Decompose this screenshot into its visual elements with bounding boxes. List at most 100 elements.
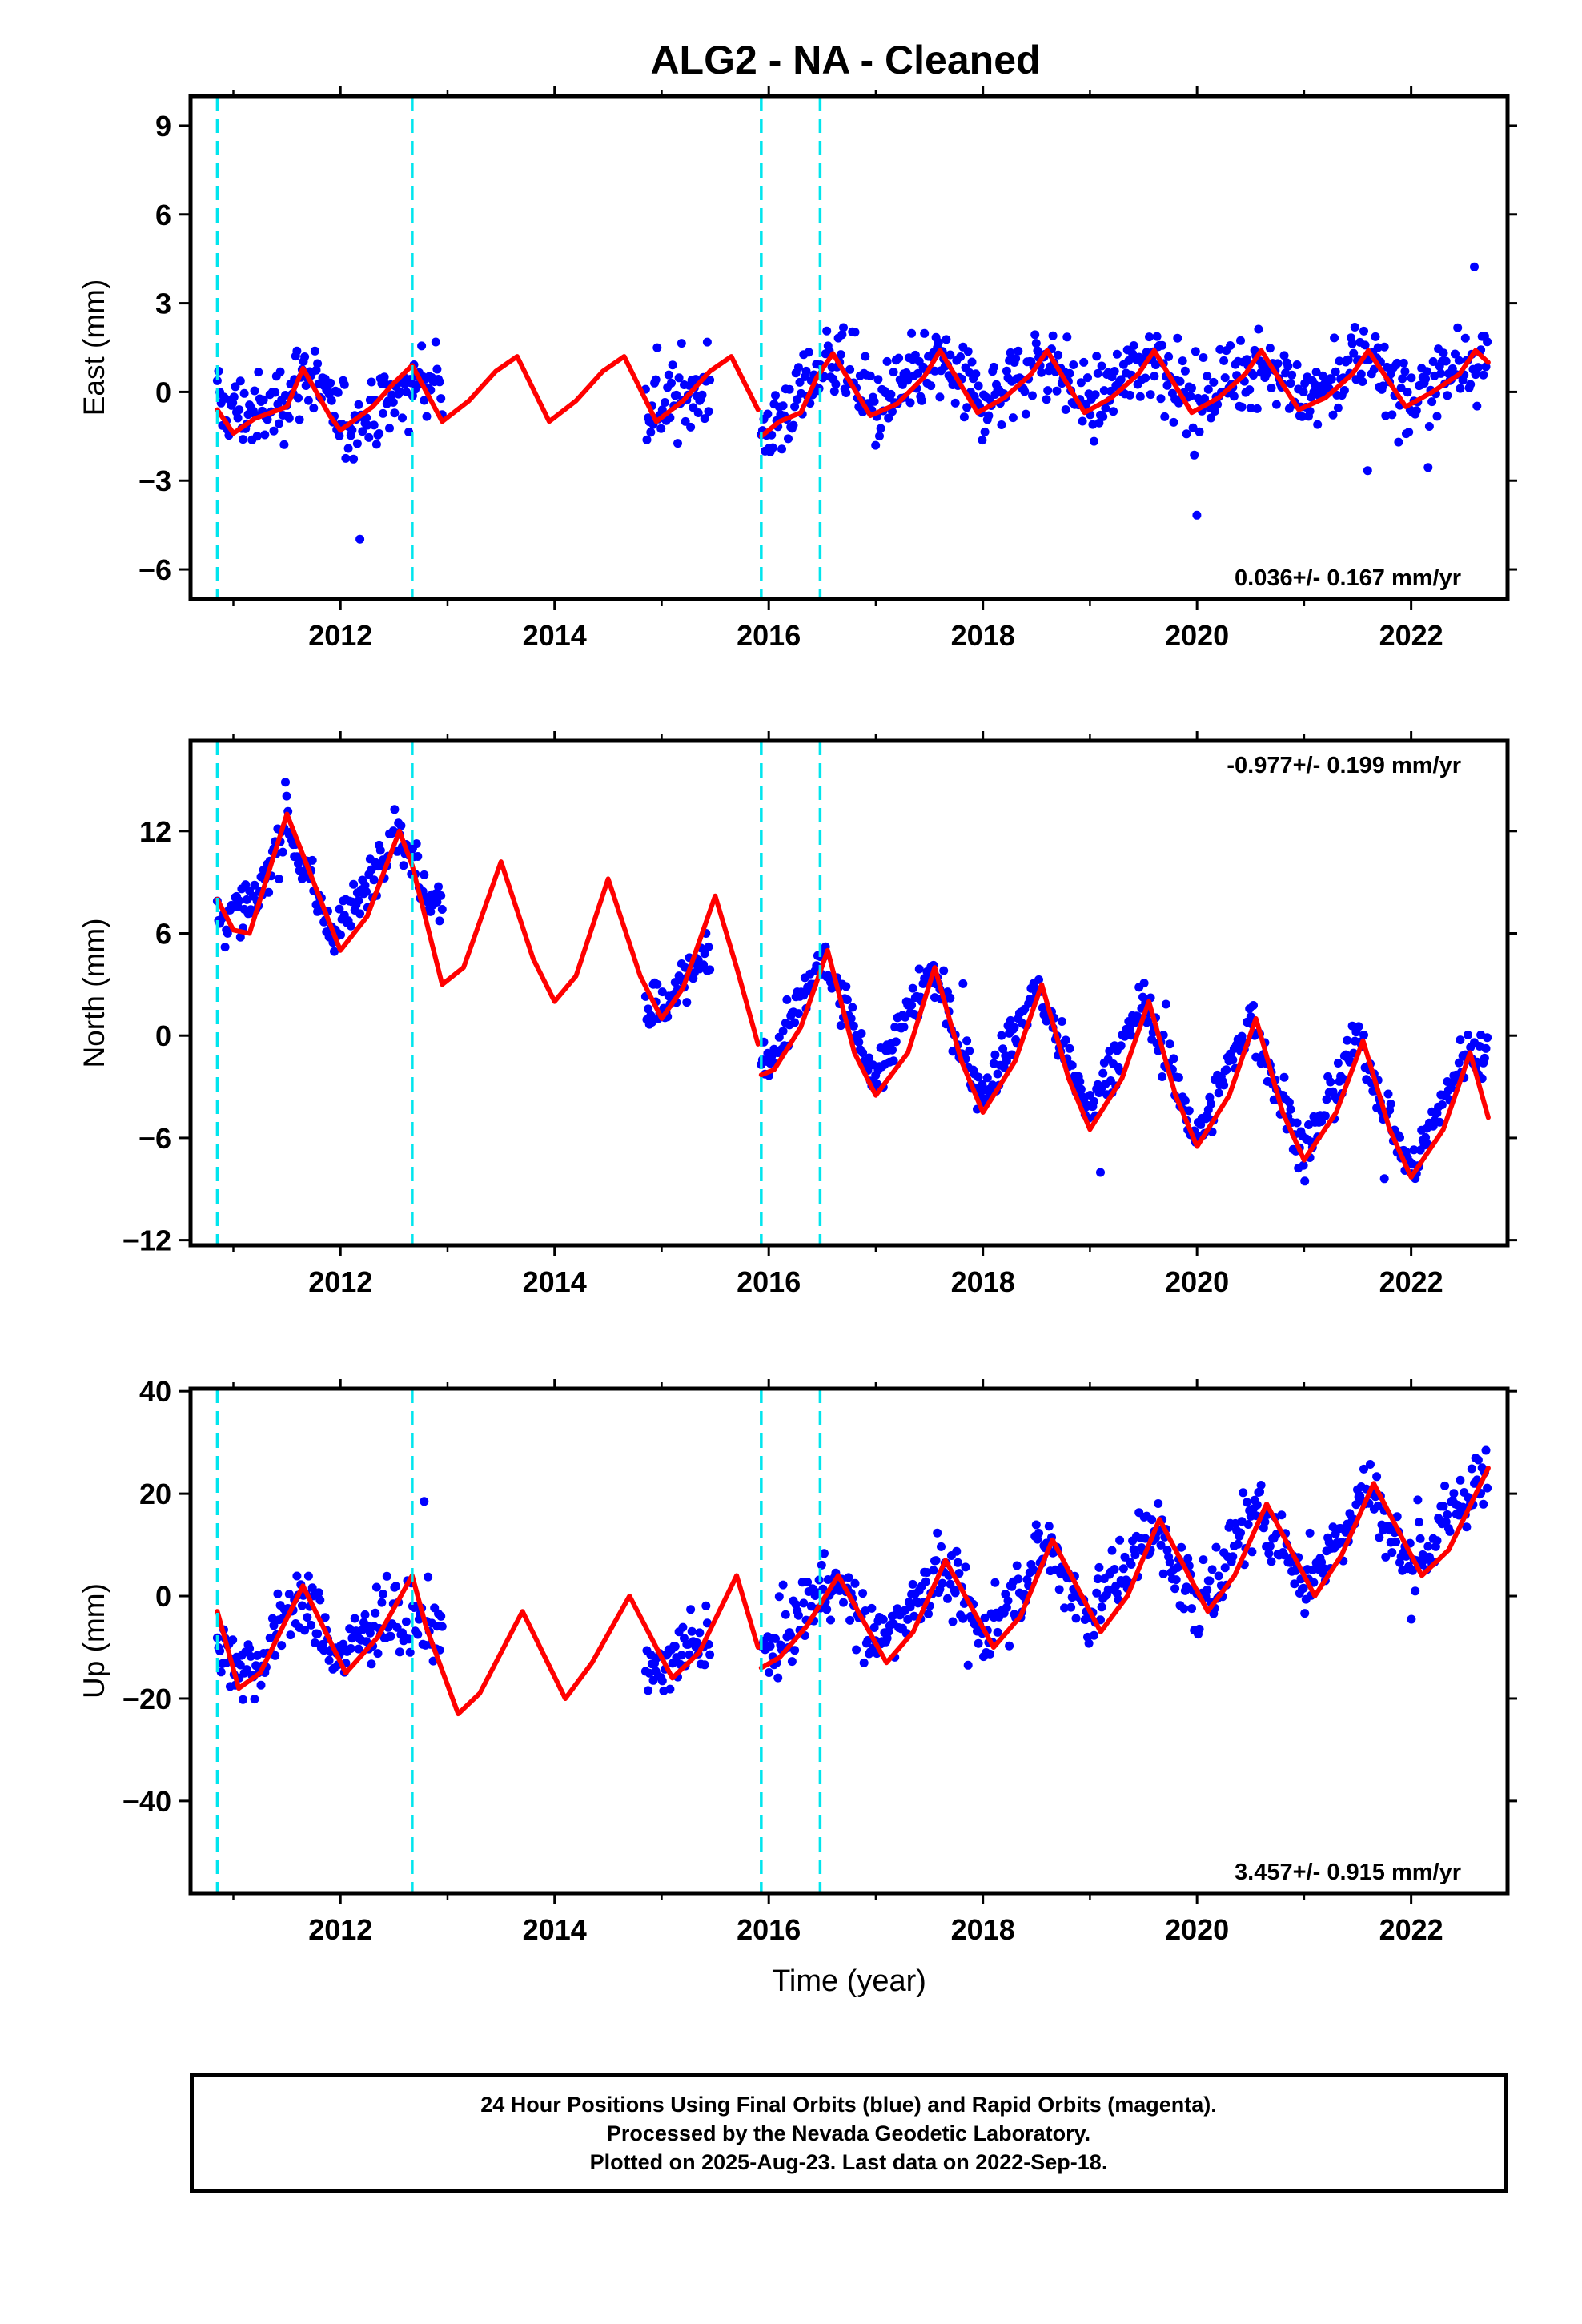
data-point <box>1220 373 1230 383</box>
data-point <box>920 328 930 338</box>
data-point <box>1160 412 1170 421</box>
data-point <box>652 343 662 352</box>
data-point <box>1279 1072 1289 1082</box>
data-point <box>1060 1603 1070 1613</box>
data-point <box>931 1556 941 1566</box>
data-point <box>1356 369 1366 379</box>
data-point <box>786 1630 796 1640</box>
data-point <box>1067 1060 1077 1070</box>
data-point <box>967 357 977 367</box>
data-point <box>656 424 666 433</box>
data-point <box>242 1665 251 1675</box>
data-point <box>1382 362 1391 372</box>
data-point <box>700 1660 709 1670</box>
data-point <box>307 1620 316 1630</box>
data-point <box>264 887 274 897</box>
data-point <box>1044 1522 1054 1531</box>
data-point <box>1473 363 1483 372</box>
data-point <box>1139 979 1149 988</box>
data-point <box>362 1637 371 1647</box>
data-point <box>820 372 829 381</box>
data-point <box>646 428 656 437</box>
data-point <box>1236 336 1245 345</box>
data-point <box>1441 356 1451 366</box>
data-point <box>1093 1574 1102 1584</box>
data-point <box>231 382 240 392</box>
data-point <box>1347 339 1357 348</box>
data-point <box>875 432 884 441</box>
data-point <box>377 1598 387 1607</box>
data-point <box>1403 388 1412 397</box>
data-point <box>924 1609 933 1618</box>
data-point <box>336 930 345 939</box>
caption-line-1: 24 Hour Positions Using Final Orbits (bl… <box>480 2093 1217 2117</box>
data-point <box>1437 1100 1447 1109</box>
data-point <box>681 416 690 426</box>
data-point <box>1392 358 1402 368</box>
data-point <box>235 376 245 386</box>
data-point <box>422 412 432 421</box>
data-point <box>961 1562 970 1572</box>
data-point <box>307 855 317 865</box>
data-point <box>686 422 696 432</box>
data-point <box>774 1592 784 1602</box>
data-point <box>984 411 994 420</box>
data-point <box>1190 450 1199 460</box>
data-point <box>778 1027 788 1036</box>
data-point <box>369 420 379 430</box>
data-point <box>1354 1022 1363 1031</box>
x-tick-label: 2014 <box>523 619 587 652</box>
data-point <box>1101 404 1110 413</box>
x-tick-label: 2016 <box>737 1265 801 1298</box>
data-point <box>839 1598 848 1607</box>
data-point <box>946 993 955 1003</box>
data-point <box>1379 381 1388 391</box>
data-point <box>793 1610 803 1620</box>
data-point <box>1228 1552 1238 1562</box>
data-point <box>259 395 268 404</box>
data-point <box>269 426 279 436</box>
data-point <box>254 368 263 377</box>
data-point <box>398 413 407 423</box>
data-point <box>1116 1041 1126 1051</box>
panel-north: 2012 2014 2016 2018 2020 2022 −12 −6 0 6 12 North (… <box>78 731 1517 1298</box>
data-point <box>939 966 949 975</box>
data-point <box>252 432 262 441</box>
data-point <box>1305 1528 1315 1538</box>
data-point <box>657 405 667 415</box>
data-point <box>1010 1023 1019 1032</box>
data-point <box>1042 395 1051 404</box>
data-point <box>836 350 845 360</box>
data-point <box>275 367 285 376</box>
x-tick-label: 2022 <box>1379 619 1443 652</box>
data-point <box>836 1021 845 1031</box>
data-point <box>929 1566 938 1575</box>
data-point <box>937 1542 946 1551</box>
data-point <box>986 1649 994 1659</box>
data-point <box>869 396 879 406</box>
plot-area <box>212 262 1492 544</box>
data-point <box>907 1000 917 1010</box>
data-point <box>1252 1500 1262 1510</box>
data-point <box>250 1695 259 1704</box>
data-point <box>899 1023 909 1031</box>
data-point <box>271 1651 280 1660</box>
data-point <box>1267 1557 1276 1566</box>
data-point <box>309 404 319 413</box>
data-point <box>1031 339 1041 348</box>
data-point <box>286 1630 295 1640</box>
data-point <box>1328 410 1338 420</box>
model-curve <box>758 348 1491 439</box>
data-point <box>980 1613 990 1622</box>
data-point <box>367 865 376 875</box>
data-point <box>1143 1016 1153 1026</box>
data-point <box>1146 390 1155 400</box>
data-point <box>1407 1614 1416 1624</box>
data-point <box>364 432 374 442</box>
data-point <box>837 330 847 340</box>
data-point <box>1084 1638 1094 1648</box>
data-point <box>963 347 973 356</box>
data-point <box>1290 1579 1299 1589</box>
data-point <box>889 368 898 377</box>
